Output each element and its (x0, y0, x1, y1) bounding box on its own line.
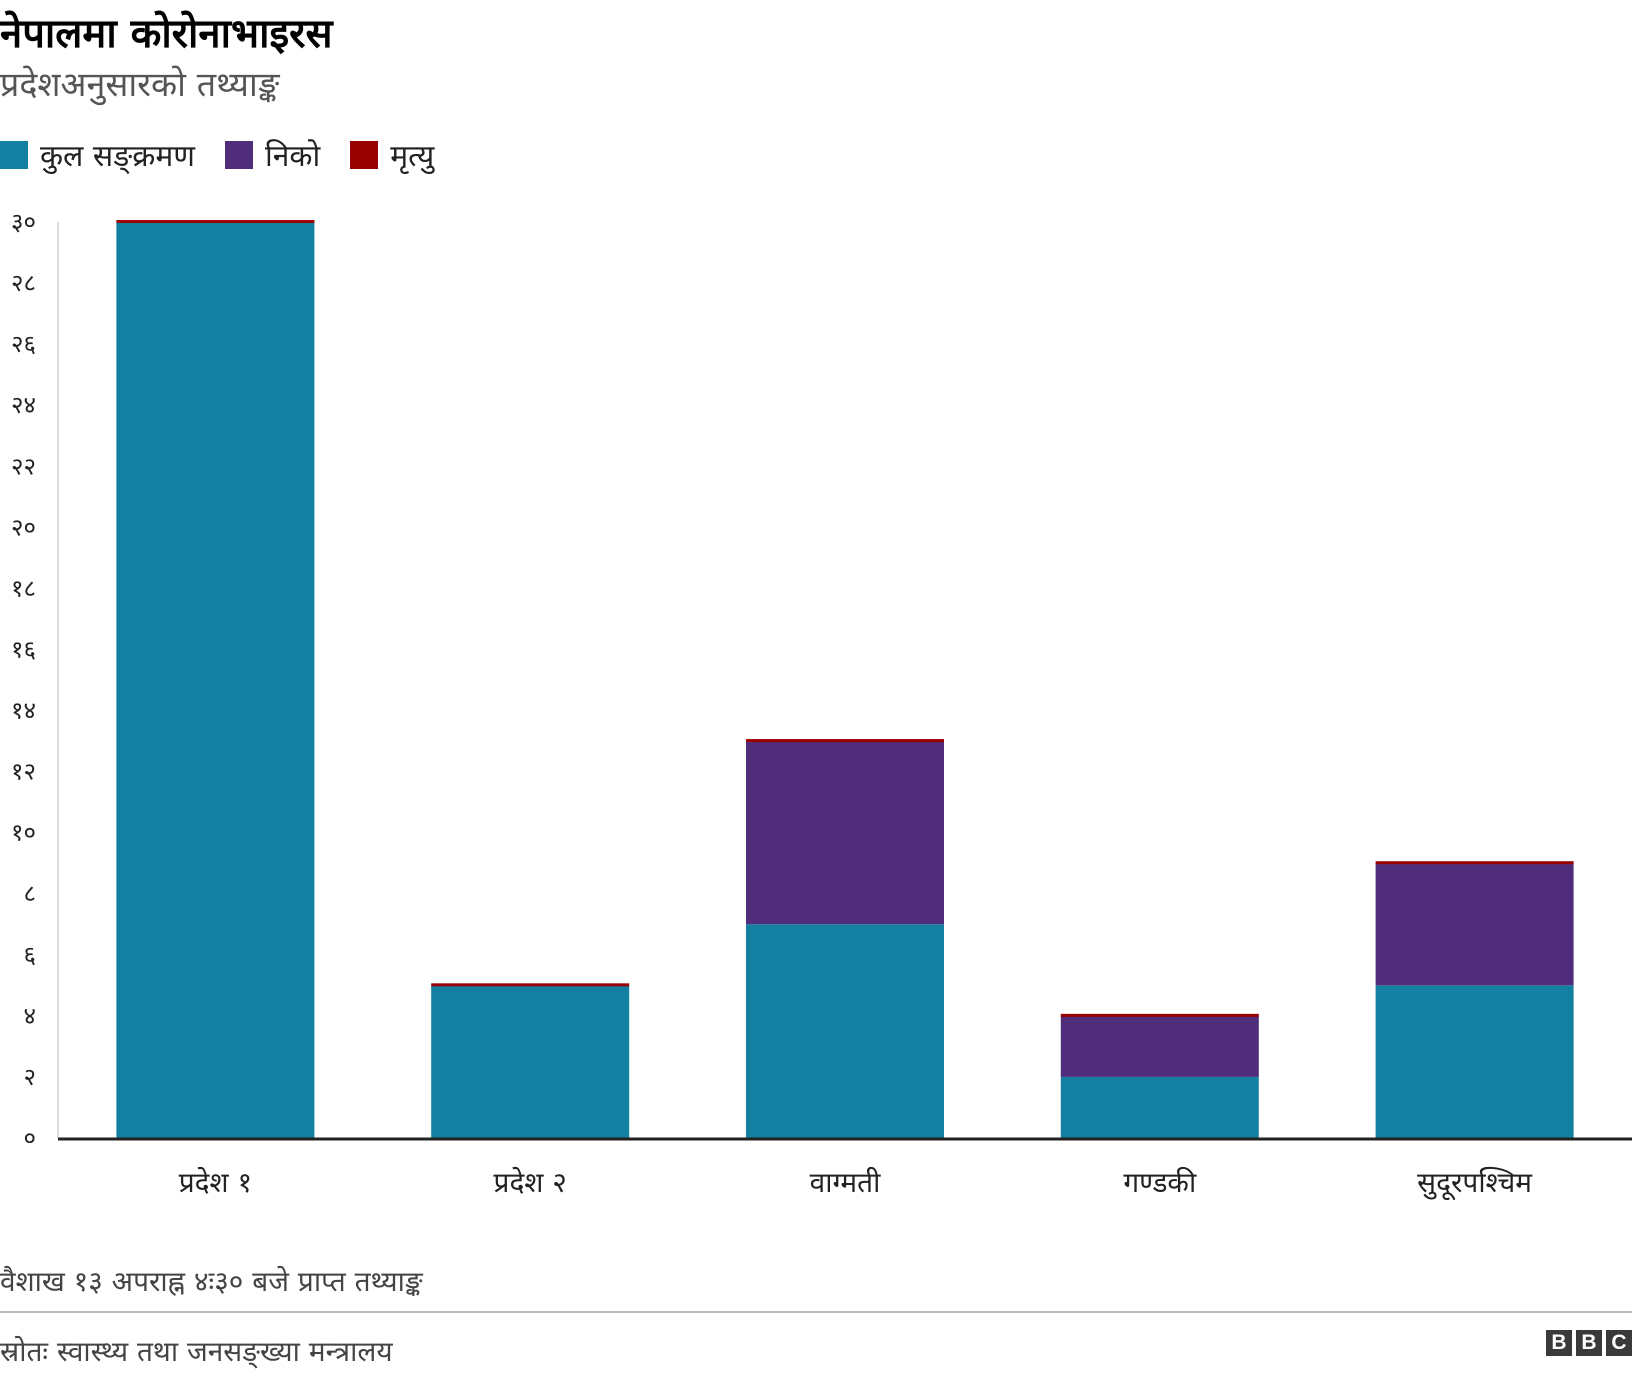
logo-letter: B (1576, 1330, 1602, 1356)
y-tick-label: २ (24, 1063, 36, 1091)
y-tick-label: २० (11, 513, 36, 541)
x-tick-label: प्रदेश २ (494, 1166, 567, 1199)
y-tick-label: २२ (11, 452, 36, 480)
legend: कुल सङ्क्रमण निको मृत्यु (0, 134, 434, 175)
y-tick-label: २६ (11, 330, 36, 358)
bar-deaths-cap (1375, 861, 1574, 865)
bar-segment (116, 222, 315, 1138)
y-tick-label: २८ (11, 269, 36, 297)
y-tick-label: १४ (11, 697, 36, 725)
bar-segment (431, 985, 630, 1138)
legend-swatch-recovered (224, 140, 253, 169)
legend-label-recovered: निको (264, 139, 321, 174)
bar-segment (746, 741, 944, 925)
bar-segment (1060, 1076, 1259, 1138)
legend-label-deaths: मृत्यु (390, 139, 435, 174)
logo-letter: B (1546, 1330, 1572, 1356)
logo-letter: C (1606, 1330, 1632, 1356)
legend-swatch-total (0, 140, 28, 169)
chart-subtitle: प्रदेशअनुसारको तथ्याङ्क (0, 65, 280, 105)
y-tick-label: २४ (11, 391, 36, 419)
x-tick-label: प्रदेश १ (179, 1166, 252, 1199)
chart-title: नेपालमा कोरोनाभाइरस (0, 11, 333, 57)
bar-deaths-cap (116, 220, 315, 223)
legend-item-recovered: निको (224, 134, 321, 175)
legend-swatch-deaths (350, 140, 379, 169)
legend-item-total: कुल सङ्क्रमण (0, 134, 195, 175)
bar-deaths-cap (746, 739, 944, 743)
footer-divider (0, 1311, 1632, 1313)
bar-deaths-cap (1060, 1013, 1259, 1017)
bar-segment (1060, 1015, 1259, 1077)
source-text: स्रोतः स्वास्थ्य तथा जनसङ्ख्या मन्त्रालय (0, 1335, 393, 1368)
legend-label-total: कुल सङ्क्रमण (40, 139, 195, 174)
x-tick-label: वाग्मती (810, 1166, 881, 1199)
x-tick-label: गण्डकी (1123, 1166, 1197, 1199)
y-tick-label: ० (24, 1124, 36, 1152)
y-tick-label: १० (11, 819, 36, 847)
bar-deaths-cap (431, 983, 630, 987)
y-tick-label: १६ (11, 635, 36, 663)
y-tick-label: ३० (11, 208, 36, 236)
legend-item-deaths: मृत्यु (350, 134, 434, 175)
bar-segment (1375, 985, 1574, 1138)
y-tick-label: १८ (11, 574, 36, 602)
bbc-logo: B B C (1546, 1330, 1632, 1356)
x-tick-label: सुदूरपश्चिम (1417, 1166, 1533, 1201)
bar-segment (746, 924, 944, 1138)
bar-segment (1375, 863, 1574, 986)
y-tick-label: १२ (11, 758, 36, 786)
y-tick-label: ४ (24, 1002, 36, 1030)
data-note: वैशाख १३ अपराह्न ४ः३० बजे प्राप्त तथ्याङ… (0, 1265, 423, 1298)
y-tick-label: ६ (24, 941, 36, 969)
y-tick-label: ८ (24, 880, 36, 908)
